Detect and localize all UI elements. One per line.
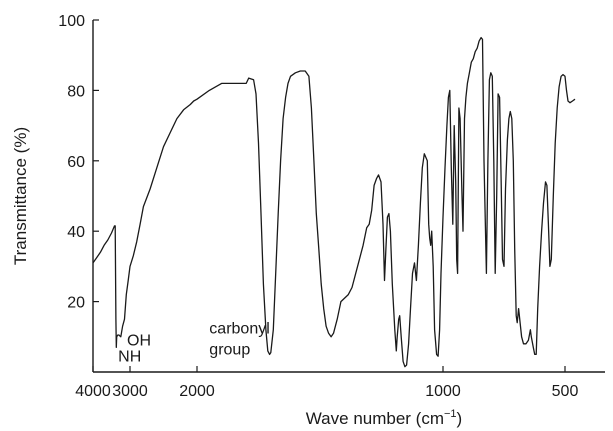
annotation-nh: NH (118, 348, 141, 365)
y-axis-title: Transmittance (%) (11, 127, 30, 265)
x-axis-title: Wave number (cm−1) (306, 408, 462, 428)
x-tick-label: 1000 (425, 383, 461, 400)
y-tick-label: 80 (67, 83, 85, 100)
x-tick-label: 4000 (75, 383, 111, 400)
x-axis-title-superscript: −1 (444, 408, 457, 420)
annotation-group: group (209, 341, 250, 358)
y-tick-label: 100 (58, 13, 85, 30)
y-tick-label: 20 (67, 295, 85, 312)
x-tick-label: 500 (552, 383, 579, 400)
y-ticks: 20 40 60 80 100 (58, 13, 99, 312)
x-axis-title-close: ) (457, 409, 463, 428)
y-tick-label: 40 (67, 224, 85, 241)
annotation-carbonyl: carbonyl (209, 320, 269, 337)
annotation-oh: OH (127, 333, 151, 350)
x-tick-label: 3000 (112, 383, 148, 400)
x-axis-title-main: Wave number (cm (306, 409, 444, 428)
y-tick-label: 60 (67, 154, 85, 171)
x-tick-label: 2000 (179, 383, 215, 400)
x-ticks: 4000 3000 2000 1000 500 (75, 366, 578, 400)
transmittance-trace (92, 36, 576, 368)
